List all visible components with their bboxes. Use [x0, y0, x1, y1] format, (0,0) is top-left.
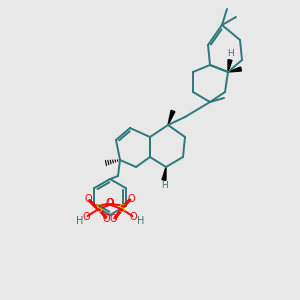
Text: H: H — [137, 216, 144, 226]
Text: S: S — [95, 204, 102, 214]
Text: O: O — [83, 212, 90, 222]
Polygon shape — [168, 110, 175, 125]
Text: H: H — [76, 216, 83, 226]
Text: H: H — [226, 50, 233, 58]
Text: H: H — [160, 182, 167, 190]
Polygon shape — [228, 67, 242, 72]
Polygon shape — [228, 60, 232, 72]
Text: O: O — [103, 214, 110, 224]
Text: O: O — [85, 194, 92, 204]
Text: O: O — [106, 198, 113, 208]
Text: O: O — [110, 214, 117, 224]
Text: S: S — [118, 204, 125, 214]
Text: O: O — [107, 198, 114, 208]
Polygon shape — [162, 167, 166, 180]
Text: O: O — [130, 212, 137, 222]
Text: O: O — [128, 194, 135, 204]
